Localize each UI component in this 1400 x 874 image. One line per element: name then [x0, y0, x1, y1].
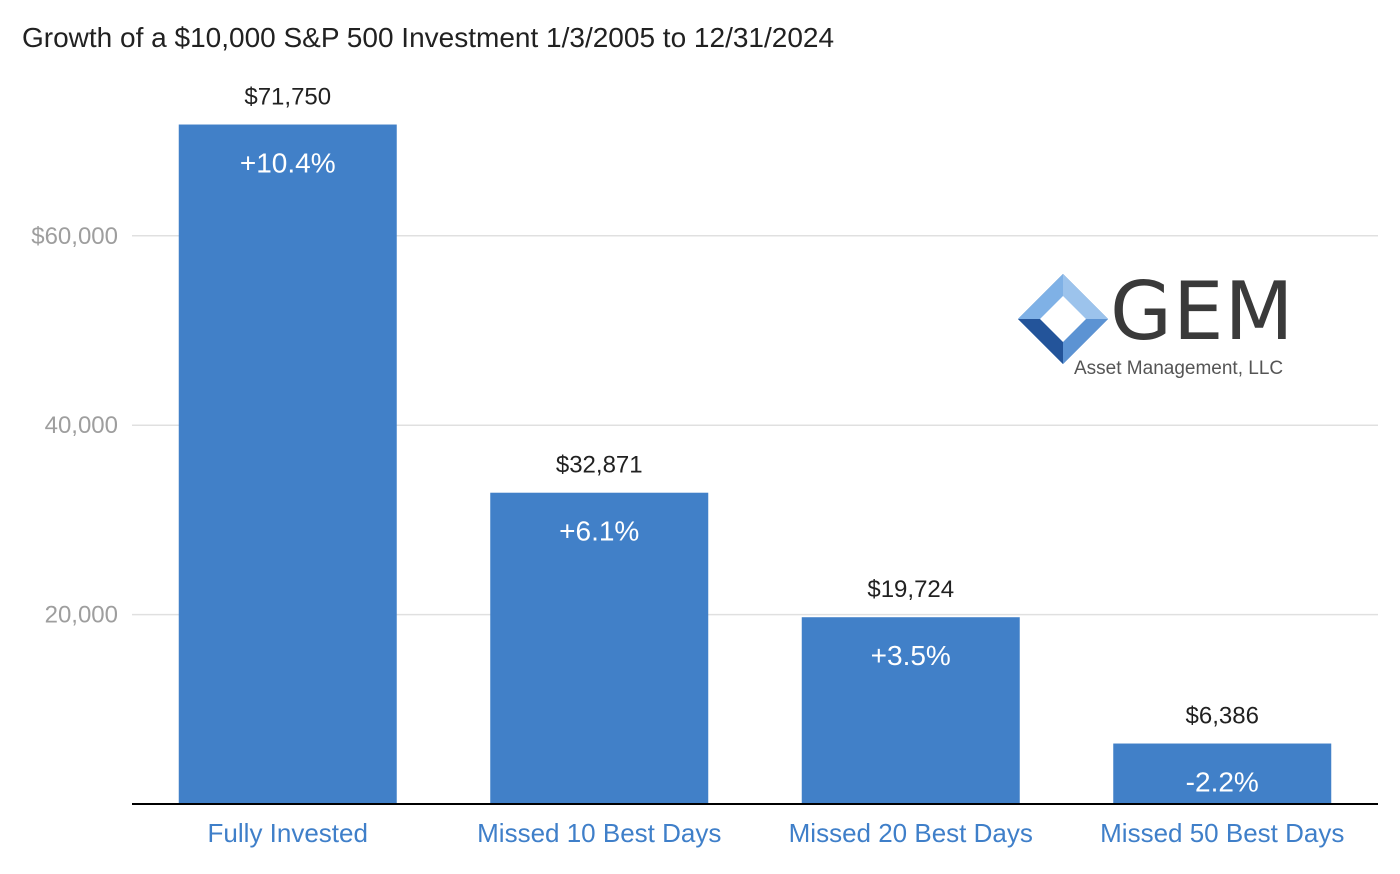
bar: [490, 492, 709, 804]
category-label: Fully Invested: [208, 818, 368, 848]
category-label: Missed 20 Best Days: [789, 818, 1033, 848]
value-label: $71,750: [244, 84, 331, 111]
logo-subtitle: Asset Management, LLC: [1074, 358, 1284, 379]
chart-title: Growth of a $10,000 S&P 500 Investment 1…: [22, 22, 835, 53]
y-tick-label: 20,000: [45, 602, 118, 629]
y-tick-label: $60,000: [31, 223, 118, 250]
bar: [801, 617, 1020, 804]
value-label: $32,871: [556, 452, 643, 479]
company-logo: GEM Asset Management, LLC: [1018, 268, 1300, 382]
value-label: $19,724: [867, 576, 954, 603]
value-label: $6,386: [1186, 703, 1259, 730]
logo-name: GEM: [1110, 265, 1295, 358]
labels: 20,000 40,000 $60,000 $71,750 +10.4% Fully In…: [31, 84, 1344, 848]
category-label: Missed 50 Best Days: [1100, 818, 1344, 848]
return-label: +3.5%: [871, 640, 951, 671]
diamond-logo-icon: [1018, 274, 1108, 364]
return-label: +6.1%: [559, 516, 639, 547]
bar: [178, 124, 397, 805]
return-label: +10.4%: [240, 148, 336, 179]
return-label: -2.2%: [1186, 767, 1259, 798]
category-label: Missed 10 Best Days: [477, 818, 721, 848]
y-tick-label: 40,000: [45, 412, 118, 439]
bar: [1113, 743, 1332, 804]
bars: [178, 124, 1332, 805]
